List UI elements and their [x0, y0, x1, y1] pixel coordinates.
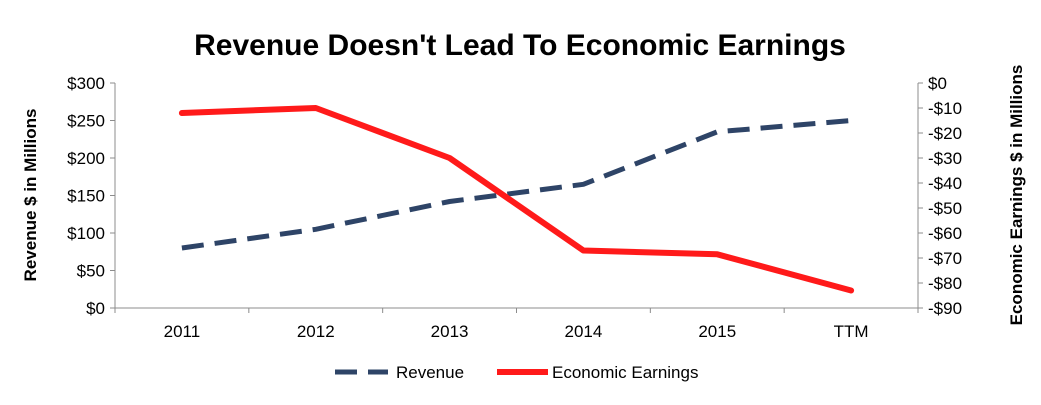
left-axis-title: Revenue $ in Millions: [21, 109, 40, 282]
left-tick-label: $300: [67, 74, 105, 93]
x-axis-ticks: 2011 2012 2013 2014 2015 TTM: [114, 308, 919, 341]
right-tick-label: -$90: [928, 299, 962, 318]
legend-label-economic-earnings: Economic Earnings: [552, 363, 698, 382]
left-tick-label: $100: [67, 224, 105, 243]
right-tick-label: -$70: [928, 249, 962, 268]
x-tick-label: 2012: [297, 322, 335, 341]
left-tick-label: $150: [67, 187, 105, 206]
right-axis-ticks: $0 -$10 -$20 -$30 -$40 -$50 -$60 -$70 -$80 -$90: [918, 74, 962, 318]
series-line-economic-earnings: [178, 105, 855, 294]
x-tick-label: TTM: [834, 322, 869, 341]
left-tick-label: $0: [86, 299, 105, 318]
right-axis-title: Economic Earnings $ in Millions: [1007, 65, 1026, 326]
left-tick-label: $200: [67, 149, 105, 168]
right-tick-label: -$30: [928, 149, 962, 168]
right-tick-label: $0: [928, 74, 947, 93]
x-tick-label: 2014: [565, 322, 603, 341]
legend: Revenue Economic Earnings: [335, 363, 698, 382]
legend-label-revenue: Revenue: [396, 363, 464, 382]
x-tick-label: 2013: [431, 322, 469, 341]
right-tick-label: -$40: [928, 174, 962, 193]
x-tick-label: 2011: [164, 322, 201, 341]
chart-title: Revenue Doesn't Lead To Economic Earning…: [194, 29, 846, 62]
left-tick-label: $50: [77, 262, 105, 281]
left-tick-label: $250: [67, 112, 105, 131]
series-layer: [178, 105, 855, 294]
right-tick-label: -$60: [928, 224, 962, 243]
left-axis-ticks: $0 $50 $100 $150 $200 $250 $300: [67, 74, 115, 318]
right-tick-label: -$50: [928, 199, 962, 218]
right-tick-label: -$20: [928, 124, 962, 143]
right-tick-label: -$10: [928, 99, 962, 118]
right-tick-label: -$80: [928, 274, 962, 293]
series-line-revenue: [181, 118, 852, 251]
x-tick-label: 2015: [698, 322, 736, 341]
